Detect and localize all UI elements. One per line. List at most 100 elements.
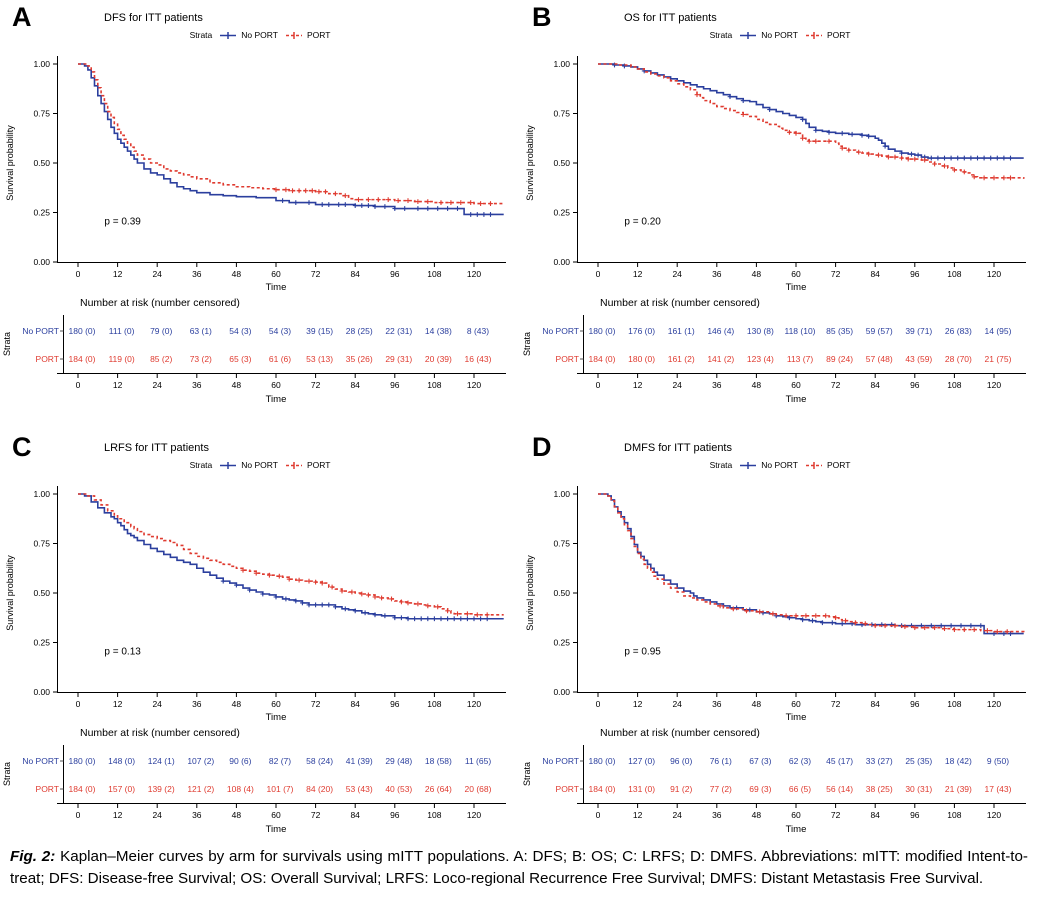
legend-entry-label: No PORT: [761, 30, 798, 40]
risk-strata-label: Strata: [2, 762, 12, 786]
y-axis-label: Survival probability: [525, 125, 535, 201]
risk-x-tick-label: 60: [791, 380, 801, 390]
risk-value: 21 (39): [945, 784, 972, 794]
y-tick-label: 0.50: [33, 588, 50, 598]
risk-x-tick-label: 12: [113, 810, 123, 820]
x-tick-label: 72: [311, 699, 321, 709]
x-tick-label: 12: [633, 699, 643, 709]
x-tick-label: 108: [947, 699, 961, 709]
risk-table-header: Number at risk (number censored): [600, 727, 760, 739]
x-tick-label: 48: [752, 269, 762, 279]
x-tick-label: 72: [831, 699, 841, 709]
legend-entry-no-port: No PORT: [739, 460, 798, 470]
legend-title: Strata: [189, 460, 213, 470]
x-tick-label: 36: [192, 269, 202, 279]
x-axis-label: Time: [266, 712, 287, 723]
km-plot: 0.00 0.25 0.50 0.75 1.00 Survival probability…: [525, 486, 1026, 723]
x-tick-label: 48: [752, 699, 762, 709]
risk-value: 130 (8): [747, 326, 774, 336]
survival-curve-port: [78, 63, 504, 206]
risk-value: 123 (4): [747, 354, 774, 364]
risk-table-header: Number at risk (number censored): [80, 727, 240, 739]
x-tick-label: 0: [76, 269, 81, 279]
risk-value: 180 (0): [628, 354, 655, 364]
risk-value: 91 (2): [670, 784, 692, 794]
x-tick-label: 24: [152, 699, 162, 709]
risk-x-tick-label: 108: [427, 810, 441, 820]
risk-x-tick-label: 96: [390, 810, 400, 820]
risk-value: 17 (43): [985, 784, 1012, 794]
risk-row-label: PORT: [36, 354, 59, 364]
risk-row-label: PORT: [556, 784, 579, 794]
risk-value: 58 (24): [306, 756, 333, 766]
risk-value: 107 (2): [187, 756, 214, 766]
legend-entry-label: No PORT: [241, 460, 278, 470]
legend-entry-label: No PORT: [761, 460, 798, 470]
risk-value: 79 (0): [150, 326, 172, 336]
risk-x-tick-label: 84: [870, 810, 880, 820]
risk-value: 131 (0): [628, 784, 655, 794]
risk-x-tick-label: 24: [152, 380, 162, 390]
risk-strata-label: Strata: [2, 332, 12, 356]
panel-title: DFS for ITT patients: [104, 12, 203, 24]
risk-value: 65 (3): [229, 354, 251, 364]
risk-x-tick-label: 120: [987, 380, 1001, 390]
x-axis-label: Time: [786, 282, 807, 293]
panel-title: OS for ITT patients: [624, 12, 717, 24]
y-tick-label: 0.50: [553, 158, 570, 168]
risk-value: 22 (31): [385, 326, 412, 336]
port-line-marker-icon: [805, 461, 822, 469]
x-tick-label: 60: [791, 699, 801, 709]
risk-value: 61 (6): [269, 354, 291, 364]
risk-x-tick-label: 12: [633, 380, 643, 390]
x-tick-label: 108: [947, 269, 961, 279]
risk-value: 39 (15): [306, 326, 333, 336]
risk-x-axis-label: Time: [786, 394, 807, 405]
x-tick-label: 60: [271, 699, 281, 709]
risk-value: 69 (3): [749, 784, 771, 794]
risk-x-tick-label: 84: [350, 810, 360, 820]
x-tick-label: 84: [350, 269, 360, 279]
p-value: p = 0.13: [104, 646, 141, 657]
risk-value: 121 (2): [187, 784, 214, 794]
risk-row-port: PORT 184 (0) 119 (0) 85 (2) 73 (2) 65 (3) 61 (…: [36, 354, 492, 364]
legend-entry-label: PORT: [306, 460, 331, 470]
no-port-line-marker-icon: [220, 31, 237, 39]
p-value: p = 0.39: [104, 216, 141, 227]
x-tick-label: 24: [672, 699, 682, 709]
legend-title: Strata: [189, 30, 213, 40]
risk-value: 11 (65): [465, 756, 491, 766]
legend-entry-port: PORT: [805, 460, 850, 470]
risk-value: 8 (43): [467, 326, 489, 336]
panel-label: D: [532, 432, 552, 462]
survival-curve-port: [78, 493, 504, 618]
risk-row-label: No PORT: [22, 326, 59, 336]
survival-curve-no-port: [598, 62, 1024, 161]
y-tick-label: 0.75: [33, 109, 50, 119]
risk-row-no-port: No PORT 180 (0) 127 (0) 96 (0) 76 (1) 67 (3) 6…: [542, 756, 1009, 766]
risk-value: 18 (58): [425, 756, 452, 766]
risk-x-tick-label: 36: [712, 810, 722, 820]
figure-caption: Fig. 2: Kaplan–Meier curves by arm for s…: [10, 846, 1028, 890]
risk-row-port: PORT 184 (0) 131 (0) 91 (2) 77 (2) 69 (3) 66 (…: [556, 784, 1012, 794]
panel-label: A: [12, 2, 32, 32]
risk-row-no-port: No PORT 180 (0) 148 (0) 124 (1) 107 (2) 90 (6…: [22, 756, 491, 766]
risk-x-tick-label: 36: [192, 380, 202, 390]
x-tick-label: 120: [467, 699, 481, 709]
risk-value: 28 (70): [945, 354, 972, 364]
no-port-line-marker-icon: [740, 461, 757, 469]
x-tick-label: 96: [910, 269, 920, 279]
risk-value: 35 (26): [346, 354, 373, 364]
panel-label: C: [12, 432, 32, 462]
risk-row-label: PORT: [36, 784, 59, 794]
risk-value: 139 (2): [148, 784, 175, 794]
risk-value: 77 (2): [710, 784, 732, 794]
risk-value: 59 (57): [866, 326, 893, 336]
risk-value: 66 (5): [789, 784, 811, 794]
y-tick-label: 0.50: [33, 158, 50, 168]
legend-title: Strata: [709, 460, 733, 470]
legend: Strata No PORT PORT: [520, 460, 1040, 470]
risk-value: 45 (17): [826, 756, 853, 766]
x-tick-label: 96: [910, 699, 920, 709]
risk-x-tick-label: 72: [311, 810, 321, 820]
